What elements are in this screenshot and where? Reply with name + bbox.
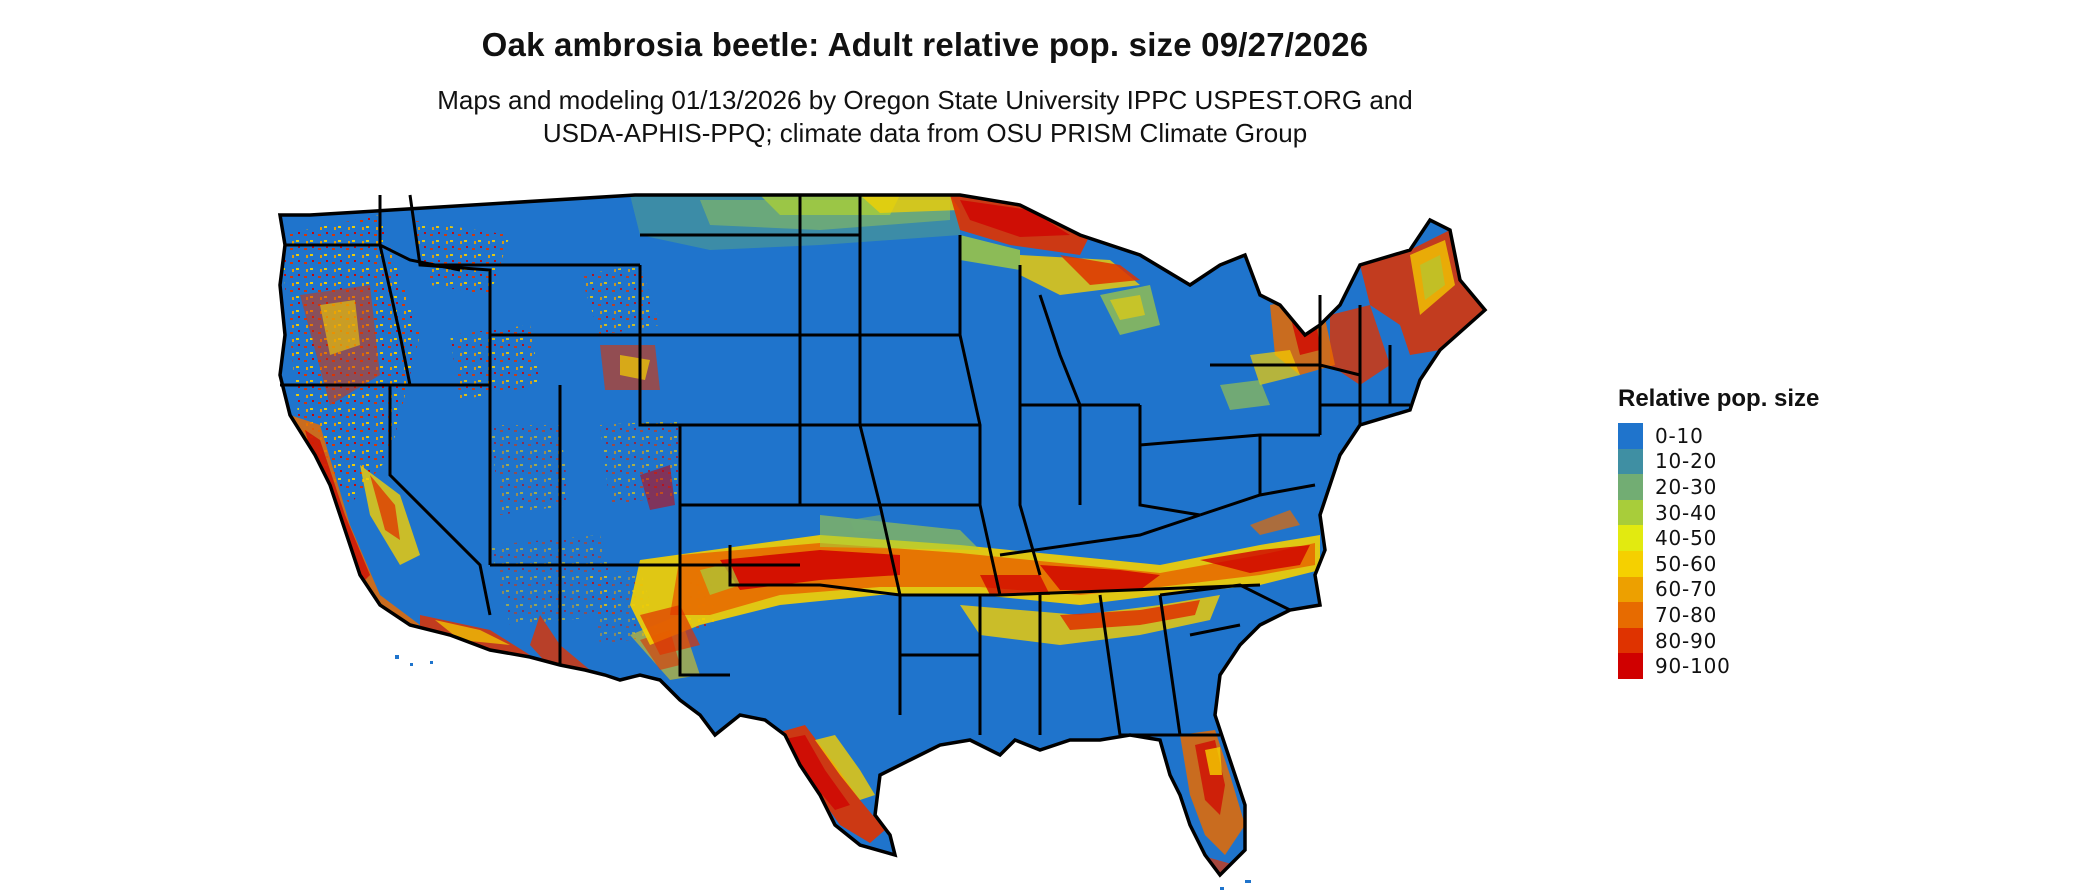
- legend-item: 50-60: [1618, 550, 1819, 577]
- legend-label: 50-60: [1655, 551, 1718, 576]
- legend-label: 0-10: [1655, 423, 1704, 448]
- legend-swatch: [1618, 525, 1643, 551]
- subtitle-line-2: USDA-APHIS-PPQ; climate data from OSU PR…: [542, 118, 1308, 148]
- legend-swatch: [1618, 627, 1643, 654]
- legend-label: 80-90: [1655, 628, 1718, 653]
- legend-label: 60-70: [1655, 577, 1718, 602]
- legend-title: Relative pop. size: [1618, 385, 1820, 412]
- legend-swatch: [1618, 474, 1643, 500]
- legend-label: 90-100: [1655, 654, 1731, 679]
- legend-item: 80-90: [1618, 627, 1819, 654]
- legend-label: 70-80: [1655, 602, 1718, 627]
- us-map: [260, 175, 1590, 895]
- state-borders: [280, 194, 1410, 737]
- us-map-svg: [278, 193, 1487, 890]
- legend-label: 30-40: [1655, 500, 1718, 525]
- legend-label: 20-30: [1655, 474, 1718, 499]
- legend-item: 60-70: [1618, 576, 1819, 603]
- legend: Relative pop. size 0-10 10-20 20-30 30-40 40…: [1618, 385, 1819, 679]
- legend-swatch: [1618, 423, 1643, 449]
- legend-swatch: [1618, 576, 1643, 603]
- legend-swatch: [1618, 653, 1643, 679]
- legend-swatch: [1618, 602, 1643, 628]
- map-subtitle: Maps and modeling 01/13/2026 by Oregon S…: [0, 84, 1850, 150]
- legend-item: 10-20: [1618, 448, 1819, 475]
- legend-label: 40-50: [1655, 526, 1718, 551]
- coastal-islands: [395, 655, 1251, 890]
- legend-item: 70-80: [1618, 602, 1819, 628]
- legend-swatch: [1618, 448, 1643, 475]
- legend-label: 10-20: [1655, 449, 1718, 474]
- legend-item: 20-30: [1618, 474, 1819, 500]
- gulf-coast-zone: [770, 725, 1245, 875]
- northern-band-zone: [630, 195, 1160, 335]
- legend-item: 90-100: [1618, 653, 1819, 679]
- legend-item: 40-50: [1618, 525, 1819, 551]
- subtitle-line-1: Maps and modeling 01/13/2026 by Oregon S…: [437, 85, 1413, 115]
- map-fill-layer: [280, 195, 1485, 875]
- legend-items: 0-10 10-20 20-30 30-40 40-50 50-60 60-70 70-80 8…: [1618, 423, 1819, 679]
- map-title: Oak ambrosia beetle: Adult relative pop.…: [481, 26, 1369, 63]
- legend-swatch: [1618, 550, 1643, 577]
- legend-item: 30-40: [1618, 499, 1819, 526]
- central-band-zone: [630, 510, 1320, 655]
- legend-swatch: [1618, 499, 1643, 526]
- legend-item: 0-10: [1618, 423, 1819, 449]
